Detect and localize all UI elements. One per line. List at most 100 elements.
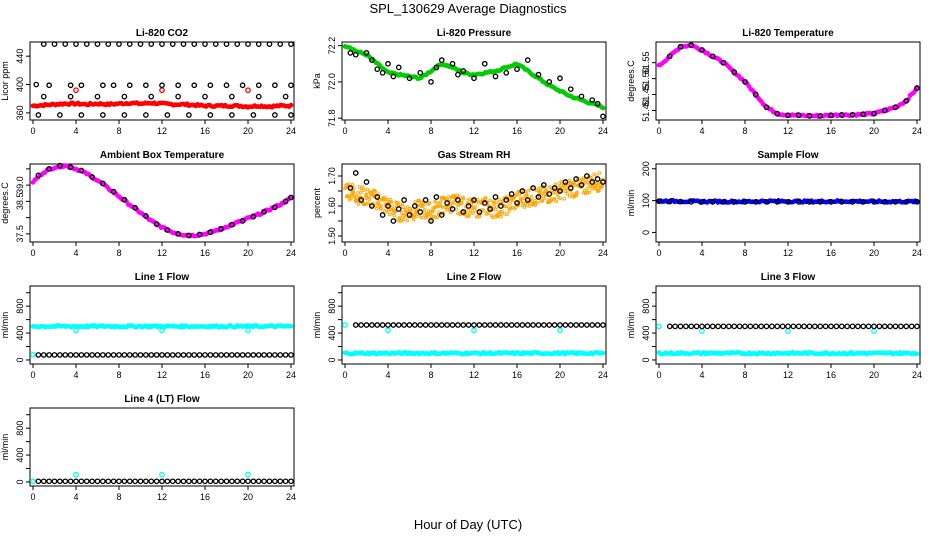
panel-title: Ambient Box Temperature (100, 150, 225, 161)
data-point (567, 86, 574, 93)
data-point (121, 478, 128, 485)
data-point (514, 322, 520, 328)
y-tick-label: 51.45 (641, 83, 651, 106)
data-point (731, 199, 738, 205)
data-point (282, 93, 289, 100)
data-point (261, 352, 267, 358)
panel-2: Li-820 Pressure kPa 0 4 8 12 16 20 24 71.8 72.0 72.… (312, 28, 608, 136)
x-axis-caption: Hour of Day (UTC) (413, 517, 523, 532)
y-tick-label: 400 (15, 448, 25, 463)
data-point (585, 190, 590, 195)
data-point (881, 107, 888, 114)
data-point (806, 113, 813, 119)
data-point (288, 102, 294, 108)
data-point (234, 478, 241, 485)
data-point (589, 179, 596, 185)
panel-1: Li-820 CO2 Licor ppm 0 4 8 12 16 20 24 360 400 440 (0, 28, 296, 136)
data-point (600, 113, 606, 120)
data-point (838, 199, 845, 205)
data-point (785, 328, 791, 334)
data-point (742, 199, 748, 205)
data-point (40, 41, 47, 47)
x-tick-label: 4 (385, 248, 390, 258)
data-point (584, 173, 590, 179)
x-tick-label: 0 (342, 248, 347, 258)
data-point (401, 217, 406, 222)
data-point (795, 112, 802, 119)
data-point (288, 323, 294, 329)
data-point (229, 478, 235, 485)
x-tick-label: 16 (826, 248, 836, 258)
data-point (573, 183, 577, 188)
data-point (370, 204, 374, 208)
y-axis-label: ml/min (626, 190, 636, 217)
data-point (363, 50, 370, 56)
panel-frame (29, 407, 295, 487)
data-point (551, 185, 558, 191)
data-point (385, 203, 391, 209)
data-point (367, 195, 371, 200)
data-point (229, 352, 235, 358)
data-point (51, 352, 58, 358)
data-point (471, 211, 476, 216)
data-point (736, 323, 743, 330)
data-point (390, 73, 397, 80)
x-tick-label: 16 (512, 126, 522, 136)
y-axis-label: percent (312, 187, 322, 218)
data-point (132, 205, 138, 211)
data-point (693, 323, 700, 330)
data-point (488, 198, 492, 202)
data-point (914, 85, 920, 92)
data-point (594, 322, 601, 328)
data-point (359, 190, 363, 195)
data-point (78, 167, 85, 174)
data-point (365, 187, 370, 192)
x-tick-label: 0 (30, 248, 35, 258)
data-point (471, 75, 477, 82)
data-point (438, 200, 443, 205)
data-point (519, 322, 526, 328)
data-point (594, 173, 598, 177)
data-point (191, 82, 198, 89)
data-point (164, 112, 171, 118)
data-point (517, 192, 522, 197)
series-cyan-band (30, 323, 294, 330)
data-point (239, 218, 246, 224)
data-point (180, 41, 187, 47)
data-point (261, 478, 267, 485)
data-point (46, 478, 52, 485)
x-tick-label: 16 (200, 492, 210, 502)
data-point (677, 323, 684, 330)
data-point (817, 199, 824, 205)
data-point (175, 93, 181, 100)
data-point (153, 352, 160, 358)
data-point (202, 41, 208, 47)
data-point (73, 87, 79, 94)
data-point (406, 322, 413, 328)
data-point (817, 323, 824, 330)
data-point (449, 206, 456, 212)
data-point (492, 322, 499, 328)
data-point (159, 82, 165, 89)
data-point (465, 208, 469, 212)
data-point (175, 352, 181, 358)
x-tick-label: 8 (428, 126, 433, 136)
data-point (191, 478, 198, 485)
data-point (460, 209, 467, 215)
y-tick-label: 360 (15, 105, 25, 120)
data-point (540, 199, 545, 203)
x-tick-label: 24 (286, 492, 296, 502)
data-point (62, 41, 69, 47)
data-point (597, 171, 602, 175)
data-point (100, 82, 106, 89)
data-point (207, 82, 214, 89)
x-tick-label: 20 (869, 370, 879, 380)
x-tick-label: 8 (428, 370, 433, 380)
data-point (356, 202, 361, 206)
data-point (218, 352, 224, 358)
data-point (67, 164, 74, 171)
data-point (448, 197, 452, 201)
data-point (581, 176, 585, 180)
series-black-markers (35, 478, 294, 485)
data-point (83, 478, 90, 485)
